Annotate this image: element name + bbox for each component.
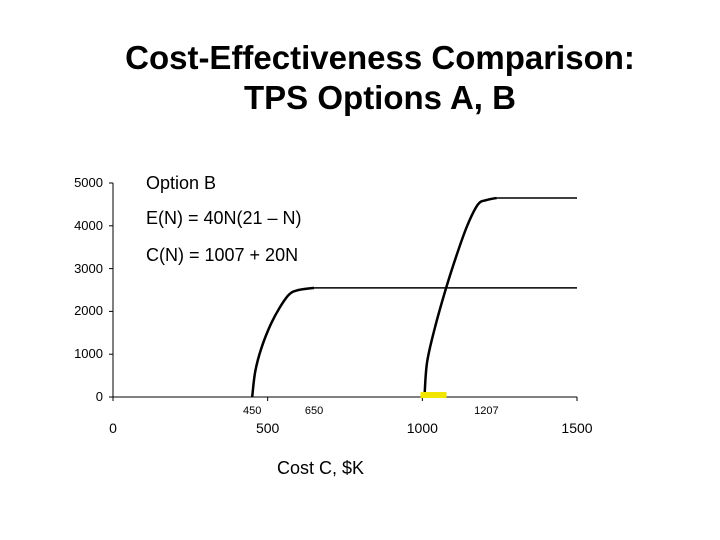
x-minor-label-2: 1207 — [474, 405, 499, 417]
chart-title: Cost-Effectiveness Comparison: TPS Optio… — [0, 38, 720, 118]
cost-formula: C(N) = 1007 + 20N — [146, 245, 299, 265]
x-tick-label-3: 1500 — [561, 420, 593, 436]
y-tick-label-2: 2000 — [74, 303, 103, 319]
y-ticks — [109, 182, 113, 398]
effectiveness-formula: E(N) = 40N(21 – N) — [146, 208, 302, 228]
x-minor-label-0: 450 — [243, 405, 262, 417]
y-tick-label-3: 3000 — [74, 260, 103, 276]
series-group — [250, 196, 577, 398]
fixed-cost-marker — [420, 392, 447, 398]
chart-title-line-2: TPS Options A, B — [244, 79, 516, 116]
x-tick-label-1: 500 — [255, 420, 280, 436]
y-tick-label-5: 5000 — [74, 175, 103, 190]
x-tick-label-2: 1000 — [406, 420, 438, 436]
x-tick-label-0: 0 — [109, 420, 117, 436]
x-axis-title: Cost C, $K — [277, 458, 365, 478]
chart-title-line-1: Cost-Effectiveness Comparison: — [125, 39, 635, 76]
y-tick-label-4: 4000 — [74, 217, 103, 233]
option-label: Option B — [146, 173, 217, 193]
series-2-curve — [423, 196, 497, 398]
y-tick-label-1: 1000 — [74, 346, 103, 362]
series-1-curve — [250, 286, 315, 398]
y-tick-label-0: 0 — [95, 389, 103, 404]
x-ticks — [112, 397, 578, 401]
x-minor-label-1: 650 — [304, 405, 324, 417]
